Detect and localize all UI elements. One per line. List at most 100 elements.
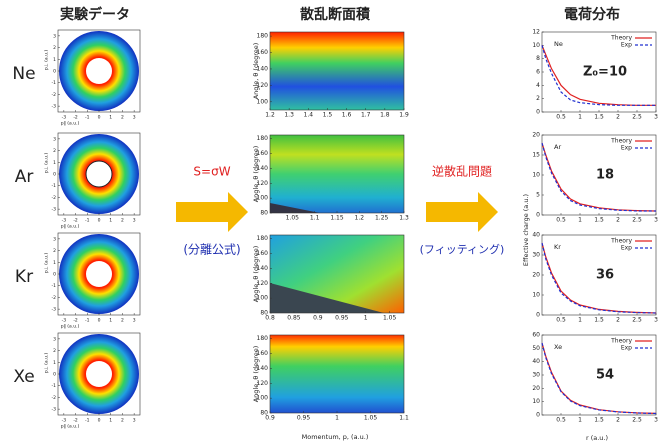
x-tick-label: -3: [62, 418, 67, 424]
legend-label: Theory: [610, 35, 632, 42]
panel-label: Kr: [554, 243, 561, 251]
x-tick-label: 1.6: [342, 112, 352, 119]
detector-hole: [86, 361, 112, 387]
y-tick-label: 0: [53, 272, 56, 278]
legend-label: Exp: [621, 345, 632, 352]
element-label: Ne: [12, 64, 35, 84]
y-tick-label: 0: [536, 109, 540, 116]
x-tick-label: 1.5: [594, 114, 604, 121]
panel-label: Ar: [554, 143, 561, 151]
x-tick-label: 3: [654, 217, 658, 224]
x-axis-label: r (a.u.): [586, 434, 608, 442]
x-tick-label: -1: [85, 115, 90, 121]
x-tick-label: 1.5: [594, 317, 604, 324]
x-tick-label: 1.15: [330, 215, 344, 222]
y-tick-label: 80: [260, 310, 268, 317]
x-tick-label: 1.05: [383, 315, 397, 322]
y-axis-label: p⊥ (a.u.): [44, 353, 50, 373]
x-tick-label: -1: [85, 218, 90, 224]
x-tick-label: -2: [73, 115, 78, 121]
y-tick-label: -2: [52, 395, 57, 401]
y-axis-label: Angle, θ (degree): [252, 146, 260, 203]
x-tick-label: 1: [578, 317, 582, 324]
x-tick-label: 2.5: [632, 317, 642, 324]
y-tick-label: 180: [257, 335, 269, 342]
x-tick-label: 0.9: [313, 315, 323, 322]
y-axis-label: p⊥ (a.u.): [44, 253, 50, 273]
label: 逆散乱問題: [432, 164, 492, 179]
y-tick-label: -2: [52, 92, 57, 98]
x-tick-label: 1.2: [265, 112, 275, 119]
x-tick-label: 3: [654, 317, 658, 324]
y-tick-label: 80: [260, 410, 268, 417]
x-tick-label: -1: [85, 418, 90, 424]
x-tick-label: -3: [62, 218, 67, 224]
y-axis-label: Angle, θ (degree): [252, 346, 260, 403]
heatmap: [270, 135, 404, 213]
x-tick-label: 1.5: [594, 417, 604, 424]
y-tick-label: 15: [532, 152, 540, 159]
y-tick-label: 8: [536, 55, 540, 62]
detector-hole: [86, 58, 112, 84]
y-tick-label: -1: [52, 183, 57, 189]
y-tick-label: 2: [53, 45, 56, 51]
y-axis-label: Angle, θ (degree): [252, 43, 260, 100]
y-tick-label: 2: [53, 348, 56, 354]
x-tick-label: 2.5: [632, 114, 642, 121]
x-tick-label: 0.5: [556, 114, 566, 121]
note: (分離公式): [183, 243, 240, 257]
y-axis-label: Effective charge (a.u.): [522, 194, 530, 266]
x-tick-label: 1.2: [355, 215, 365, 222]
x-tick-label: 2: [616, 217, 620, 224]
y-tick-label: 10: [532, 398, 540, 405]
heatmap: [270, 32, 404, 110]
y-tick-label: 20: [532, 132, 540, 139]
panel-label: Ne: [554, 40, 563, 48]
x-tick-label: 2: [121, 115, 124, 121]
x-tick-label: 0.5: [556, 317, 566, 324]
y-tick-label: 40: [532, 358, 540, 365]
x-tick-label: 1: [109, 418, 112, 424]
x-tick-label: 1: [578, 417, 582, 424]
y-tick-label: 1: [53, 160, 56, 166]
x-tick-label: 0: [98, 218, 101, 224]
y-axis-label: p⊥ (a.u.): [44, 50, 50, 70]
y-tick-label: -3: [52, 307, 57, 313]
y-tick-label: 60: [532, 332, 540, 339]
y-tick-label: -3: [52, 407, 57, 413]
x-tick-label: 0.5: [556, 217, 566, 224]
x-tick-label: 2: [616, 317, 620, 324]
x-tick-label: -2: [73, 318, 78, 324]
y-tick-label: 1: [53, 57, 56, 63]
y-tick-label: -3: [52, 207, 57, 213]
y-tick-label: -1: [52, 383, 57, 389]
x-tick-label: 2: [121, 418, 124, 424]
x-axis-label: p∥ (a.u.): [61, 424, 80, 430]
x-tick-label: 0.85: [287, 315, 301, 322]
z-label: Z₀=10: [583, 65, 627, 80]
x-tick-label: 0: [98, 418, 101, 424]
z-label: 18: [596, 168, 614, 183]
x-tick-label: 3: [133, 418, 136, 424]
x-tick-label: 0: [98, 318, 101, 324]
y-tick-label: 3: [53, 136, 56, 142]
element-label: Ar: [15, 167, 34, 187]
y-tick-label: 10: [532, 292, 540, 299]
y-tick-label: -3: [52, 104, 57, 110]
x-tick-label: 1: [364, 315, 368, 322]
x-tick-label: 1.8: [380, 112, 390, 119]
x-tick-label: 1.9: [399, 112, 409, 119]
y-tick-label: 2: [53, 248, 56, 254]
x-axis-label: p∥ (a.u.): [61, 324, 80, 330]
x-tick-label: 3: [133, 218, 136, 224]
y-tick-label: 30: [532, 372, 540, 379]
y-tick-label: -2: [52, 195, 57, 201]
y-tick-label: 0: [536, 312, 540, 319]
element-label: Kr: [15, 267, 33, 287]
x-axis-label: Momentum, p, (a.u.): [302, 433, 369, 441]
x-axis-label: p∥ (a.u.): [61, 224, 80, 230]
x-tick-label: 1.25: [375, 215, 389, 222]
x-tick-label: 3: [654, 417, 658, 424]
x-tick-label: 1.7: [361, 112, 371, 119]
figure: S=σW (分離公式) 逆散乱問題 (フィッティング) Momentum, p,…: [0, 0, 664, 446]
